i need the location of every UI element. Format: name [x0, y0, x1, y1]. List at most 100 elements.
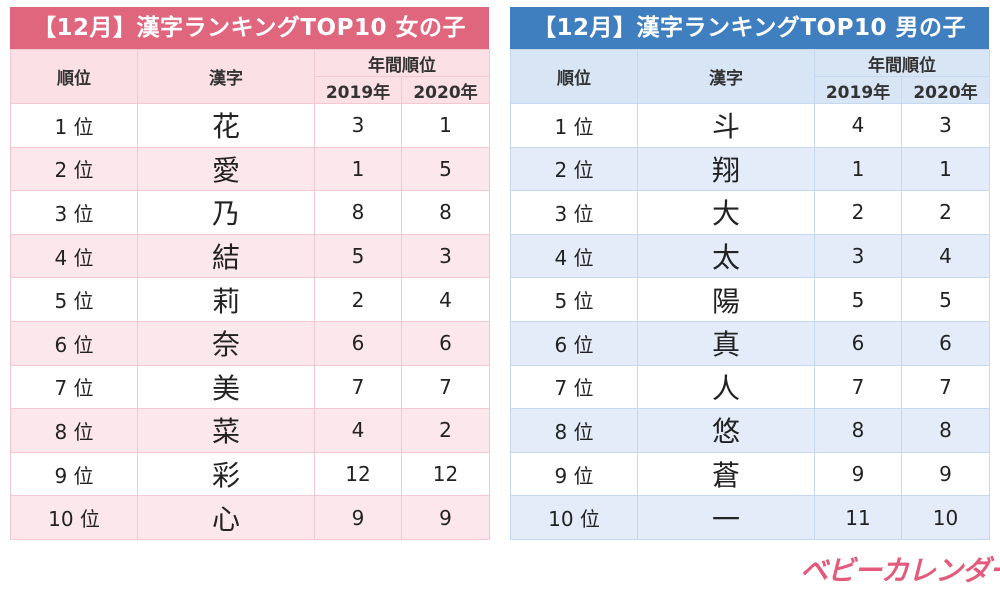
rank-cell: 5 位	[510, 277, 638, 322]
rank-2020-cell: 3	[401, 233, 490, 279]
rank-2020-cell: 6	[901, 320, 990, 366]
rank-cell: 4 位	[10, 233, 138, 279]
rank-2019-cell: 9	[814, 451, 902, 497]
rank-2020-cell: 3	[901, 103, 990, 148]
kanji-cell: 翔	[637, 146, 815, 192]
header-yearly-rank: 年間順位	[314, 49, 490, 77]
baby-calendar-logo: ベビーカレンダー	[800, 554, 1000, 587]
rank-cell: 1 位	[10, 103, 138, 148]
rank-cell: 7 位	[10, 364, 138, 410]
rank-cell: 5 位	[10, 277, 138, 322]
header-rank: 順位	[10, 49, 138, 104]
kanji-cell: 乃	[137, 190, 315, 235]
kanji-cell: 莉	[137, 277, 315, 322]
rank-2020-cell: 8	[401, 190, 490, 235]
kanji-cell: 太	[637, 233, 815, 279]
rank-cell: 7 位	[510, 364, 638, 410]
rank-cell: 6 位	[510, 320, 638, 366]
header-2020: 2020年	[901, 76, 990, 104]
kanji-cell: 真	[637, 320, 815, 366]
rank-2020-cell: 7	[401, 364, 490, 410]
rank-2020-cell: 5	[401, 146, 490, 192]
rank-2020-cell: 1	[401, 103, 490, 148]
kanji-cell: 菜	[137, 408, 315, 453]
kanji-cell: 奈	[137, 320, 315, 366]
kanji-cell: 陽	[637, 277, 815, 322]
header-2019: 2019年	[814, 76, 902, 104]
rank-cell: 10 位	[510, 495, 638, 540]
rank-2020-cell: 6	[401, 320, 490, 366]
rank-cell: 10 位	[10, 495, 138, 540]
rank-2019-cell: 3	[814, 233, 902, 279]
rank-cell: 2 位	[10, 146, 138, 192]
rank-cell: 1 位	[510, 103, 638, 148]
table-row: 10 位一 11 10	[510, 495, 990, 540]
kanji-cell: 彩	[137, 451, 315, 497]
rank-2019-cell: 5	[314, 233, 402, 279]
rank-2019-cell: 2	[814, 190, 902, 235]
header-kanji: 漢字	[637, 49, 815, 104]
rank-2019-cell: 8	[314, 190, 402, 235]
header-2020: 2020年	[401, 76, 490, 104]
rank-2020-cell: 12	[401, 451, 490, 497]
kanji-cell: 心	[137, 495, 315, 540]
kanji-cell: 悠	[637, 408, 815, 453]
kanji-cell: 一	[637, 495, 815, 540]
rank-2020-cell: 7	[901, 364, 990, 410]
rank-cell: 6 位	[10, 320, 138, 366]
rank-2019-cell: 2	[314, 277, 402, 322]
rank-cell: 9 位	[10, 451, 138, 497]
rank-2020-cell: 9	[901, 451, 990, 497]
rank-cell: 3 位	[510, 190, 638, 235]
rank-2020-cell: 1	[901, 146, 990, 192]
rank-2020-cell: 2	[901, 190, 990, 235]
rank-2020-cell: 9	[401, 495, 490, 540]
rank-2019-cell: 11	[814, 495, 902, 540]
kanji-cell: 結	[137, 233, 315, 279]
rank-2019-cell: 1	[314, 146, 402, 192]
rank-2020-cell: 2	[401, 408, 490, 453]
girls-ranking-title: 【12月】漢字ランキングTOP10 女の子	[10, 7, 489, 49]
rank-cell: 4 位	[510, 233, 638, 279]
rank-2019-cell: 7	[314, 364, 402, 410]
rank-cell: 9 位	[510, 451, 638, 497]
rank-2019-cell: 1	[814, 146, 902, 192]
kanji-cell: 蒼	[637, 451, 815, 497]
rank-2019-cell: 8	[814, 408, 902, 453]
rank-2020-cell: 4	[401, 277, 490, 322]
boys-ranking-panel: 【12月】漢字ランキングTOP10 男の子 順位 漢字 年間順位 2019年 2…	[510, 7, 990, 540]
rank-cell: 3 位	[10, 190, 138, 235]
kanji-cell: 美	[137, 364, 315, 410]
kanji-cell: 花	[137, 103, 315, 148]
rank-2019-cell: 6	[314, 320, 402, 366]
kanji-cell: 斗	[637, 103, 815, 148]
rank-2019-cell: 3	[314, 103, 402, 148]
header-kanji: 漢字	[137, 49, 315, 104]
rank-2019-cell: 5	[814, 277, 902, 322]
header-2019: 2019年	[314, 76, 402, 104]
header-yearly-rank: 年間順位	[814, 49, 990, 77]
rank-2019-cell: 4	[814, 103, 902, 148]
rank-2019-cell: 9	[314, 495, 402, 540]
rank-2020-cell: 8	[901, 408, 990, 453]
kanji-cell: 大	[637, 190, 815, 235]
table-row: 9 位彩 12 12	[10, 451, 490, 497]
boys-ranking-title: 【12月】漢字ランキングTOP10 男の子	[510, 7, 989, 49]
